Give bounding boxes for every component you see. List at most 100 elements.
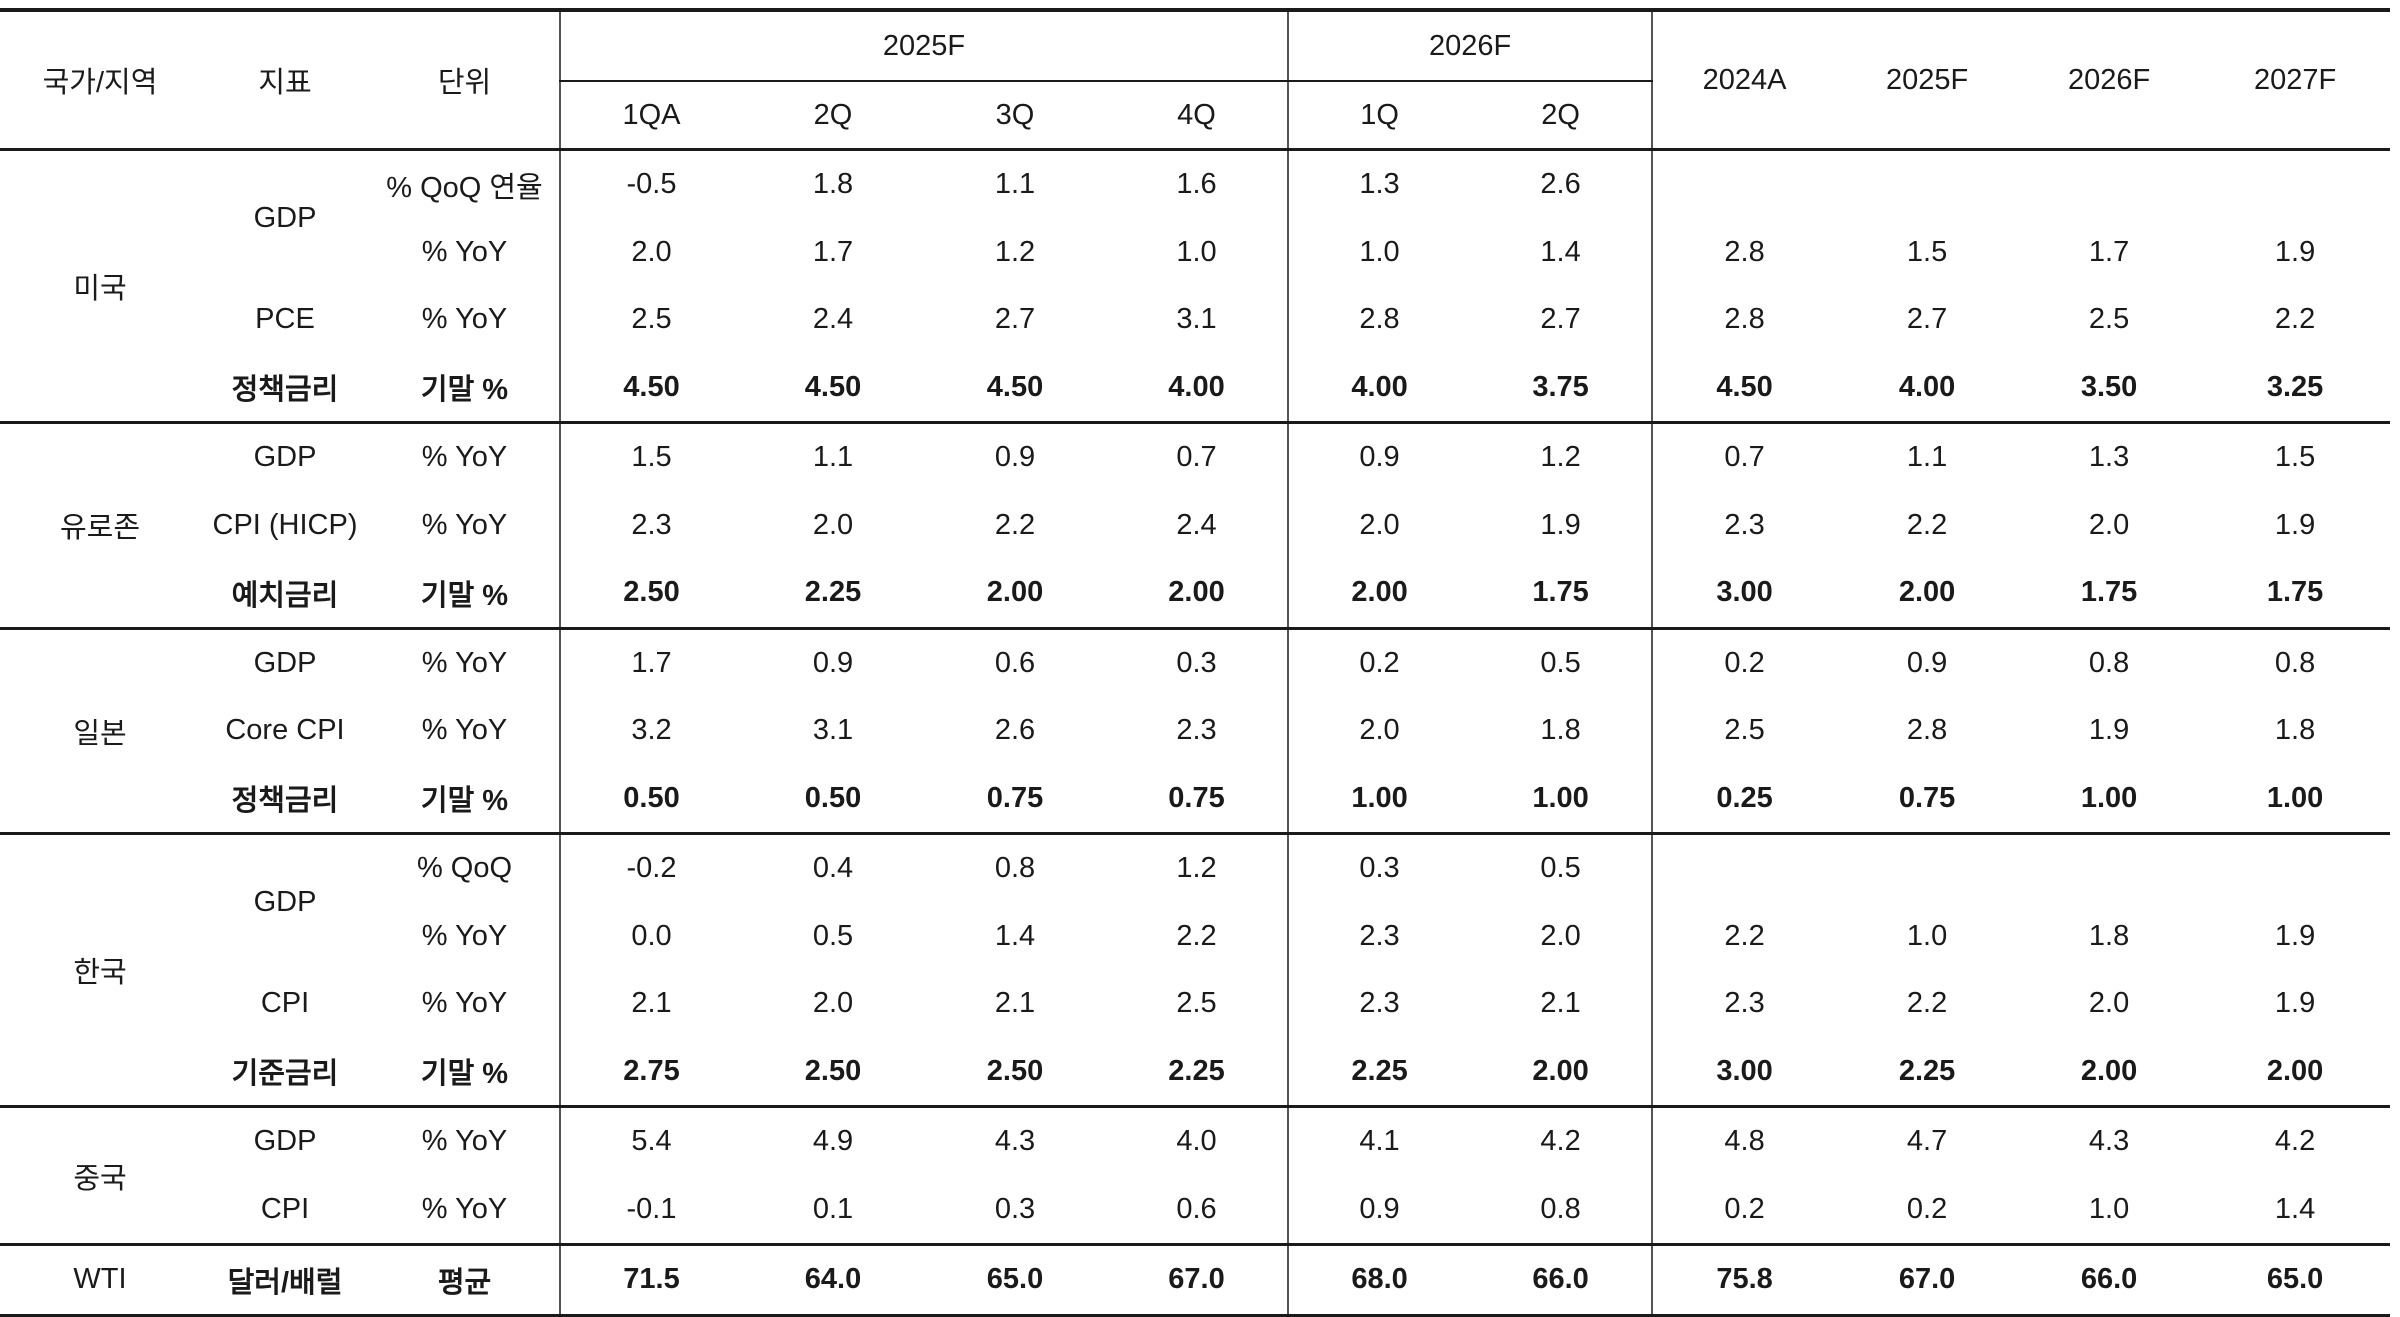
quarter-value-cell: 2.0 (1540, 919, 1581, 952)
annual-value-cell: 1.00 (2266, 781, 2324, 814)
unit-cell: % YoY (421, 508, 508, 541)
table-row: % YoY 2.0 1.7 1.2 1.0 1.0 1.4 2.8 1.5 1.7 1.9 (0, 218, 2390, 286)
quarter-value-cell: 2.25 (804, 576, 862, 609)
quarter-value-cell: 4.50 (559, 353, 742, 423)
table-row: 기준금리 기말 % 2.75 2.50 2.50 2.25 2.25 2.00 3.00 2.25… (0, 1037, 2390, 1107)
quarter-value-cell: 1.00 (1532, 781, 1589, 814)
table-body: 미국 GDP% QoQ 연율 -0.5 1.8 1.1 1.6 1.3 2.6% YoY 2.0… (0, 148, 2391, 1317)
quarter-value-cell: 1.1 (924, 148, 1106, 219)
quarter-value-cell: 2.00 (1168, 576, 1225, 609)
annual-value-cell (2200, 832, 2391, 903)
annual-value-cell: 3.00 (1651, 1037, 1837, 1107)
header-annual-2027: 2027F (2200, 8, 2391, 151)
quarter-value-cell: 0.4 (742, 832, 924, 903)
unit-cell: 기말 % (420, 785, 509, 818)
unit-cell: 기말 % (420, 1058, 509, 1091)
quarter-value-cell: 2.0 (1287, 491, 1471, 559)
unit-cell: % YoY (421, 714, 508, 747)
quarter-value-cell: 3.1 (812, 714, 854, 747)
quarter-value-cell: 2.00 (1287, 559, 1471, 628)
quarter-value-cell: 1.7 (812, 235, 854, 268)
indicator-cell: GDP (200, 148, 370, 286)
quarter-value-cell: 3.75 (1532, 370, 1589, 403)
header-quarter: 1QA (559, 81, 742, 151)
quarter-value-cell: 4.00 (1287, 353, 1471, 423)
country-cell: 한국 (0, 832, 200, 1107)
unit-cell: % YoY (421, 1192, 508, 1225)
header-annual-2025: 2025F (1836, 8, 2019, 151)
quarter-value-cell: 0.8 (1540, 1192, 1581, 1225)
annual-value-cell: 2.2 (1651, 902, 1837, 970)
annual-value-cell (1651, 832, 1837, 903)
annual-value-cell: 0.2 (1651, 626, 1837, 697)
annual-value-cell: 4.50 (1651, 353, 1837, 423)
table-row: 중국 GDP% YoY 5.4 4.9 4.3 4.0 4.1 4.2 4.8 4.7 4.3 4.2 (0, 1105, 2391, 1245)
forecast-table-container: 국가/지역 지표 단위 2025F 2026F 2024A 2025F 2026… (0, 8, 2391, 1317)
table-row: 유로존 GDP% YoY 1.5 1.1 0.9 0.7 0.9 1.2 0.7 1.1 1.3 1.… (0, 421, 2391, 628)
annual-value-cell: 1.0 (1906, 919, 1948, 952)
indicator-cell: GDP (200, 626, 370, 697)
quarter-value-cell: 2.5 (1176, 987, 1217, 1020)
quarter-value-cell: 2.50 (804, 1054, 862, 1087)
country-cell: 중국 (0, 1105, 200, 1245)
header-row-2: 1QA 2Q 3Q 4Q 1Q 2Q (0, 81, 2390, 151)
annual-value-cell: 1.7 (2088, 235, 2130, 268)
annual-value-cell: 0.8 (2200, 626, 2391, 697)
quarter-value-cell: 5.4 (559, 1105, 742, 1176)
quarter-value-cell: 1.2 (994, 235, 1036, 268)
quarter-value-cell: 2.8 (1287, 286, 1471, 354)
quarter-value-cell: 2.0 (559, 218, 742, 286)
annual-value-cell (1651, 148, 1837, 219)
annual-value-cell: 0.9 (1836, 626, 2019, 697)
header-annual-2024: 2024A (1651, 8, 1837, 151)
annual-value-cell: 2.7 (1906, 303, 1948, 336)
quarter-value-cell: 1.9 (1540, 508, 1581, 541)
table-row: WTI 달러/배럴 평균 71.5 64.0 65.0 67.0 68.0 66.0 75.8 67… (0, 1243, 2391, 1317)
annual-value-cell: 2.0 (2088, 987, 2130, 1020)
annual-value-cell: 2.00 (2080, 1054, 2138, 1087)
indicator-cell: 기준금리 (231, 1058, 339, 1091)
quarter-value-cell: 2.2 (1176, 919, 1217, 952)
quarter-value-cell: 2.2 (994, 508, 1036, 541)
quarter-value-cell: 3.1 (1176, 303, 1217, 336)
annual-value-cell: 1.8 (2274, 714, 2316, 747)
annual-value-cell: 1.9 (2274, 919, 2316, 952)
quarter-value-cell: 0.3 (994, 1192, 1036, 1225)
annual-value-cell: 1.9 (2274, 508, 2316, 541)
country-cell: 미국 (0, 148, 200, 423)
quarter-value-cell: 4.00 (1168, 370, 1225, 403)
unit-cell: % YoY (421, 987, 508, 1020)
unit-cell: % YoY (421, 303, 508, 336)
annual-value-cell: 2.25 (1898, 1054, 1956, 1087)
header-quarter: 1Q (1287, 81, 1471, 151)
annual-value-cell: 75.8 (1651, 1243, 1837, 1317)
annual-value-cell: 3.00 (1651, 559, 1837, 628)
country-cell: 유로존 (0, 421, 200, 628)
annual-value-cell: 0.8 (2018, 626, 2201, 697)
quarter-value-cell: 0.7 (1106, 421, 1289, 492)
annual-value-cell (2018, 148, 2201, 219)
unit-cell: % YoY (370, 1105, 560, 1176)
annual-value-cell: 1.9 (2274, 987, 2316, 1020)
annual-value-cell: 4.2 (2200, 1105, 2391, 1176)
annual-value-cell: 4.8 (1651, 1105, 1837, 1176)
quarter-value-cell: 1.8 (742, 148, 924, 219)
table-row: Core CPI % YoY 3.2 3.1 2.6 2.3 2.0 1.8 2.5 2.8 1.9… (0, 697, 2390, 765)
quarter-value-cell: 3.2 (559, 697, 742, 765)
annual-value-cell: 1.00 (2080, 781, 2138, 814)
table-row: 미국 GDP% QoQ 연율 -0.5 1.8 1.1 1.6 1.3 2.6 (0, 148, 2391, 423)
quarter-value-cell: 2.1 (559, 970, 742, 1038)
annual-value-cell: 0.2 (1651, 1175, 1837, 1245)
quarter-value-cell: 1.75 (1532, 576, 1589, 609)
quarter-value-cell: 2.3 (1176, 714, 1217, 747)
indicator-cell: GDP (200, 1105, 370, 1176)
quarter-value-cell: 0.9 (924, 421, 1106, 492)
annual-value-cell: 1.75 (2266, 576, 2324, 609)
quarter-value-cell: 1.7 (559, 626, 742, 697)
annual-value-cell: 1.9 (2274, 235, 2316, 268)
annual-value-cell: 67.0 (1836, 1243, 2019, 1317)
unit-cell: % YoY (370, 626, 560, 697)
quarter-value-cell: 0.50 (559, 764, 742, 834)
annual-value-cell: 1.5 (2200, 421, 2391, 492)
unit-cell: 평균 (370, 1243, 560, 1317)
